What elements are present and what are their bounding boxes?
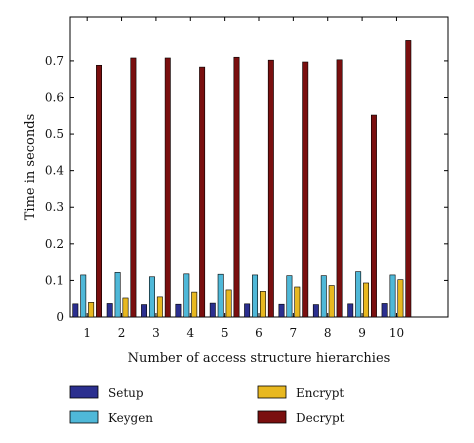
bar-encrypt-5	[225, 289, 232, 318]
bar-keygen-9	[355, 271, 362, 318]
x-tick-label: 2	[118, 326, 126, 340]
x-tick-label: 7	[290, 326, 298, 340]
bar-encrypt-6	[259, 291, 266, 318]
bar-setup-9	[347, 303, 354, 318]
bar-setup-1	[72, 303, 79, 318]
x-tick-label: 6	[255, 326, 263, 340]
y-tick-label: 0.1	[45, 273, 64, 287]
bar-setup-2	[106, 303, 113, 318]
legend-label-setup: Setup	[108, 386, 144, 400]
bar-decrypt-5	[233, 56, 240, 318]
y-tick-label: 0.2	[45, 237, 64, 251]
y-tick-label: 0.7	[45, 54, 64, 68]
bar-setup-3	[141, 304, 148, 318]
bar-encrypt-4	[191, 291, 198, 318]
legend-swatch-keygen	[69, 410, 99, 424]
y-tick-label: 0.4	[45, 164, 64, 178]
bar-setup-5	[209, 302, 216, 318]
bar-encrypt-7	[294, 286, 301, 318]
bars-group	[72, 40, 412, 318]
y-ticks: 0 0.1 0.2 0.3 0.4 0.5 0.6 0.7	[45, 54, 448, 324]
bar-setup-7	[278, 303, 285, 318]
x-tick-label: 9	[358, 326, 366, 340]
bar-decrypt-3	[164, 57, 171, 318]
y-tick-label: 0.5	[45, 127, 64, 141]
y-tick-label: 0.3	[45, 200, 64, 214]
bar-encrypt-3	[156, 296, 163, 318]
bar-encrypt-2	[122, 297, 129, 318]
legend: Setup Keygen Encrypt Decrypt	[69, 385, 345, 425]
x-ticks: 1 2 3 4 5 6 7 8 9 10	[83, 17, 404, 340]
bar-keygen-8	[320, 275, 327, 318]
bar-encrypt-1	[88, 302, 95, 318]
bar-keygen-3	[148, 276, 155, 318]
legend-swatch-encrypt	[257, 385, 287, 399]
bar-decrypt-9	[370, 114, 377, 318]
bar-encrypt-8	[328, 285, 335, 318]
bar-keygen-1	[80, 274, 87, 318]
bar-decrypt-4	[199, 66, 206, 318]
bar-encrypt-9	[363, 282, 370, 318]
bar-setup-6	[244, 303, 251, 318]
y-axis-title: Time in seconds	[23, 114, 38, 220]
x-tick-label: 3	[152, 326, 160, 340]
bar-decrypt-10	[405, 40, 412, 318]
bar-decrypt-6	[267, 59, 274, 318]
legend-label-keygen: Keygen	[108, 411, 153, 425]
bar-decrypt-1	[96, 64, 103, 318]
bar-setup-10	[381, 303, 388, 318]
y-tick-label: 0	[56, 310, 64, 324]
x-tick-label: 1	[83, 326, 91, 340]
x-tick-label: 5	[221, 326, 229, 340]
bar-decrypt-2	[130, 57, 137, 318]
bar-setup-8	[312, 304, 319, 318]
bar-keygen-4	[183, 273, 190, 318]
bar-decrypt-8	[336, 59, 343, 318]
bar-setup-4	[175, 303, 182, 318]
bar-keygen-5	[217, 273, 224, 318]
legend-label-decrypt: Decrypt	[296, 411, 345, 425]
legend-swatch-setup	[69, 385, 99, 399]
plot-area	[69, 16, 449, 318]
bar-keygen-10	[389, 274, 396, 318]
bar-keygen-2	[114, 272, 121, 318]
bar-encrypt-10	[397, 279, 404, 318]
x-tick-label: 10	[389, 326, 404, 340]
x-tick-label: 4	[186, 326, 194, 340]
legend-label-encrypt: Encrypt	[296, 386, 344, 400]
legend-swatch-decrypt	[257, 410, 287, 424]
x-tick-label: 8	[324, 326, 332, 340]
y-tick-label: 0.6	[45, 90, 64, 104]
bar-decrypt-7	[302, 61, 309, 318]
x-axis-title: Number of access structure hierarchies	[128, 351, 391, 366]
bar-keygen-6	[252, 274, 259, 318]
bar-keygen-7	[286, 275, 293, 318]
